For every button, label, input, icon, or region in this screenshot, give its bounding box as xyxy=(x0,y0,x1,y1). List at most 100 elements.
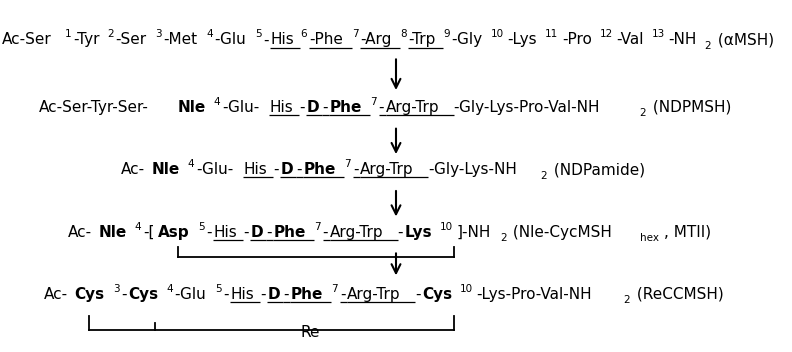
Text: 7: 7 xyxy=(314,222,321,232)
Text: His: His xyxy=(230,287,254,302)
Text: 7: 7 xyxy=(332,284,338,294)
Text: 5: 5 xyxy=(215,284,222,294)
Text: Arg-Trp: Arg-Trp xyxy=(386,100,440,115)
Text: -: - xyxy=(261,287,266,302)
Text: -: - xyxy=(243,225,249,240)
Text: 2: 2 xyxy=(107,29,113,39)
Text: 2: 2 xyxy=(623,295,630,306)
Text: Asp: Asp xyxy=(158,225,189,240)
Text: Nle: Nle xyxy=(99,225,127,240)
Text: (Nle-CycMSH: (Nle-CycMSH xyxy=(508,225,612,240)
Text: 6: 6 xyxy=(300,29,307,39)
Text: Phe: Phe xyxy=(291,287,323,302)
Text: His: His xyxy=(270,32,294,48)
Text: D: D xyxy=(268,287,280,302)
Text: -NH: -NH xyxy=(668,32,697,48)
Text: 4: 4 xyxy=(188,159,194,169)
Text: -Arg: -Arg xyxy=(360,32,391,48)
Text: -: - xyxy=(284,287,289,302)
Text: -Glu: -Glu xyxy=(175,287,207,302)
Text: -: - xyxy=(322,225,328,240)
Text: Nle: Nle xyxy=(177,100,206,115)
Text: hex: hex xyxy=(640,233,659,243)
Text: ]-NH: ]-NH xyxy=(456,225,490,240)
Text: -Trp: -Trp xyxy=(409,32,436,48)
Text: Cys: Cys xyxy=(74,287,105,302)
Text: -: - xyxy=(266,225,272,240)
Text: D: D xyxy=(307,100,319,115)
Text: -Gly: -Gly xyxy=(451,32,482,48)
Text: -Phe: -Phe xyxy=(309,32,343,48)
Text: -: - xyxy=(264,32,269,48)
Text: D: D xyxy=(280,162,293,177)
Text: His: His xyxy=(243,162,267,177)
Text: Ac-: Ac- xyxy=(44,287,68,302)
Text: -Tyr: -Tyr xyxy=(73,32,100,48)
Text: Re: Re xyxy=(301,325,320,340)
Text: -Val: -Val xyxy=(617,32,644,48)
Text: Ac-Ser: Ac-Ser xyxy=(2,32,51,48)
Text: (NDPMSH): (NDPMSH) xyxy=(648,100,731,115)
Text: -: - xyxy=(352,162,358,177)
Text: -: - xyxy=(296,162,302,177)
Text: -Gly-Lys-NH: -Gly-Lys-NH xyxy=(428,162,516,177)
Text: -: - xyxy=(299,100,305,115)
Text: -: - xyxy=(121,287,127,302)
Text: -Ser: -Ser xyxy=(115,32,147,48)
Text: 2: 2 xyxy=(704,41,711,51)
Text: 2: 2 xyxy=(639,108,646,118)
Text: -[: -[ xyxy=(143,225,154,240)
Text: Ac-: Ac- xyxy=(121,162,146,177)
Text: 9: 9 xyxy=(444,29,450,39)
Text: 4: 4 xyxy=(166,284,173,294)
Text: Phe: Phe xyxy=(273,225,306,240)
Text: 4: 4 xyxy=(135,222,141,232)
Text: 2: 2 xyxy=(500,233,506,243)
Text: Arg-Trp: Arg-Trp xyxy=(329,225,383,240)
Text: 5: 5 xyxy=(198,222,204,232)
Text: Ac-: Ac- xyxy=(68,225,93,240)
Text: -: - xyxy=(206,225,211,240)
Text: 7: 7 xyxy=(371,97,377,107)
Text: 8: 8 xyxy=(400,29,406,39)
Text: 7: 7 xyxy=(352,29,359,39)
Text: -Lys-Pro-Val-NH: -Lys-Pro-Val-NH xyxy=(477,287,592,302)
Text: Arg-Trp: Arg-Trp xyxy=(360,162,413,177)
Text: 10: 10 xyxy=(460,284,473,294)
Text: His: His xyxy=(269,100,293,115)
Text: Cys: Cys xyxy=(422,287,452,302)
Text: -Gly-Lys-Pro-Val-NH: -Gly-Lys-Pro-Val-NH xyxy=(454,100,600,115)
Text: -: - xyxy=(340,287,345,302)
Text: -Lys: -Lys xyxy=(508,32,537,48)
Text: -Glu-: -Glu- xyxy=(196,162,234,177)
Text: -Met: -Met xyxy=(163,32,197,48)
Text: 11: 11 xyxy=(545,29,558,39)
Text: 13: 13 xyxy=(652,29,664,39)
Text: 7: 7 xyxy=(345,159,351,169)
Text: 4: 4 xyxy=(214,97,220,107)
Text: -Glu: -Glu xyxy=(215,32,246,48)
Text: Cys: Cys xyxy=(128,287,158,302)
Text: , MTII): , MTII) xyxy=(664,225,711,240)
Text: (NDPamide): (NDPamide) xyxy=(549,162,645,177)
Text: 4: 4 xyxy=(207,29,213,39)
Text: Arg-Trp: Arg-Trp xyxy=(347,287,401,302)
Text: 5: 5 xyxy=(255,29,261,39)
Text: His: His xyxy=(213,225,237,240)
Text: Phe: Phe xyxy=(329,100,362,115)
Text: 12: 12 xyxy=(600,29,613,39)
Text: 2: 2 xyxy=(540,171,547,181)
Text: -: - xyxy=(398,225,403,240)
Text: -: - xyxy=(223,287,229,302)
Text: 3: 3 xyxy=(112,284,120,294)
Text: Nle: Nle xyxy=(152,162,180,177)
Text: -: - xyxy=(415,287,421,302)
Text: -: - xyxy=(322,100,328,115)
Text: Ac-Ser-Tyr-Ser-: Ac-Ser-Tyr-Ser- xyxy=(38,100,148,115)
Text: -Glu-: -Glu- xyxy=(222,100,259,115)
Text: 10: 10 xyxy=(440,222,453,232)
Text: (ReCCMSH): (ReCCMSH) xyxy=(632,287,723,302)
Text: (αMSH): (αMSH) xyxy=(713,32,774,48)
Text: -: - xyxy=(379,100,384,115)
Text: -Pro: -Pro xyxy=(562,32,592,48)
